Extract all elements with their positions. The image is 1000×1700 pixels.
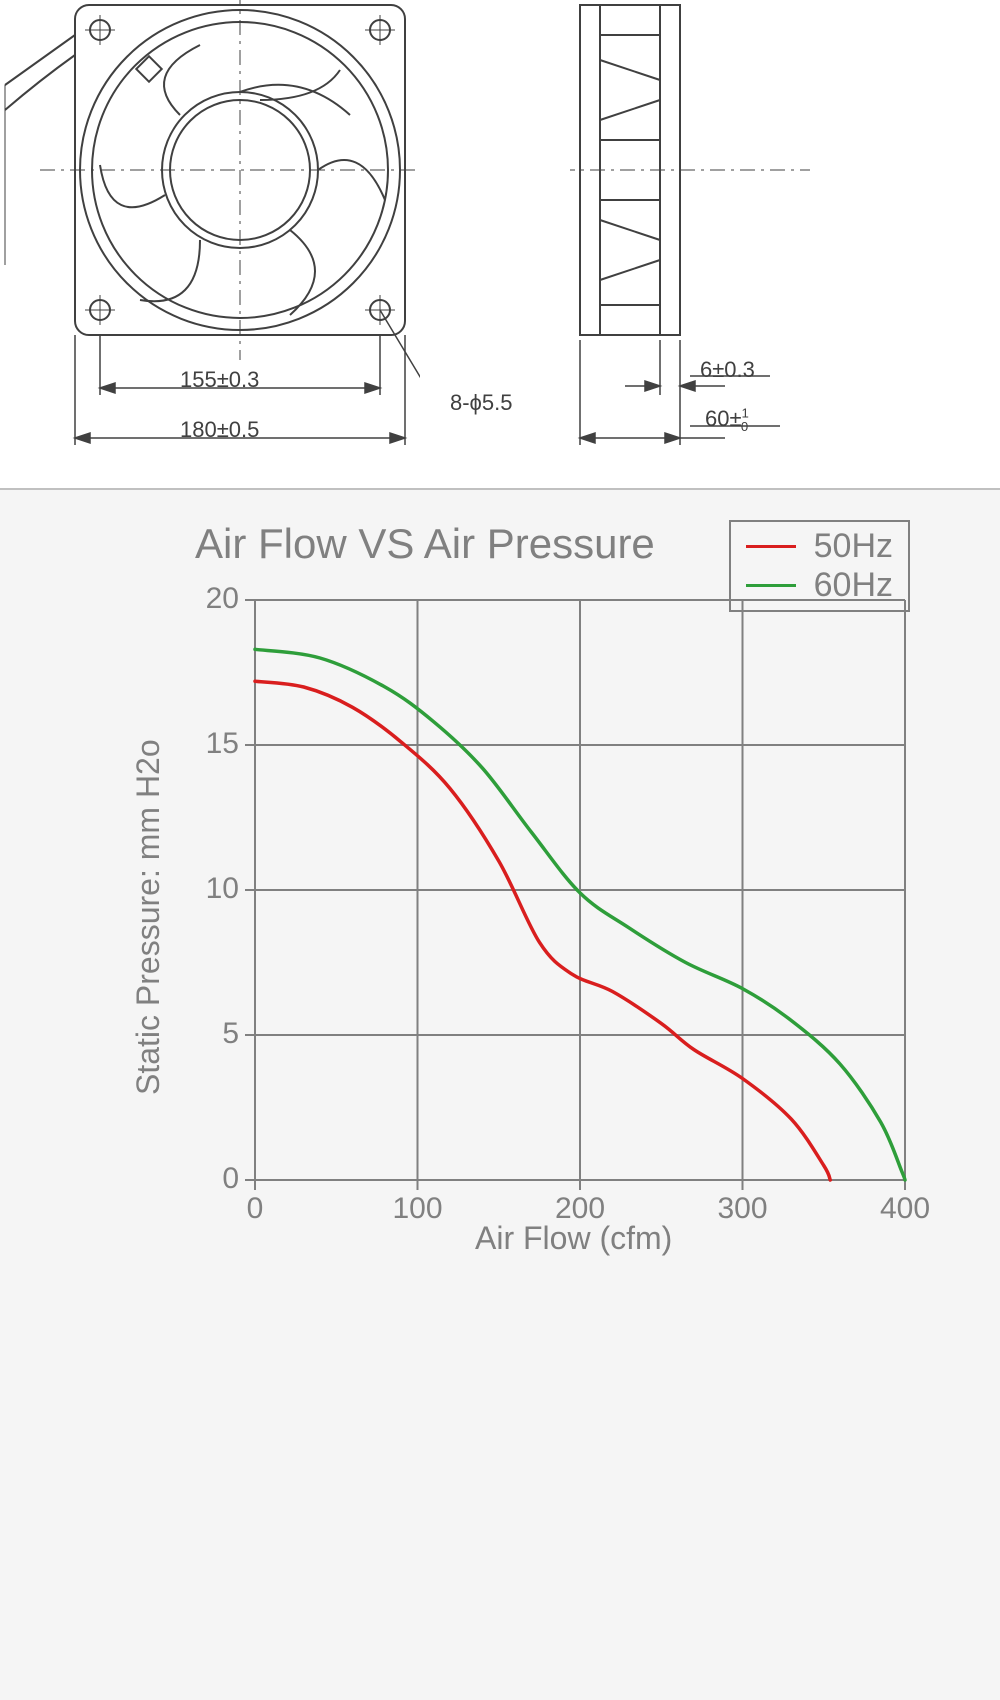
y-tick-label: 0 [179,1162,239,1196]
engineering-drawing-panel: 155±0.3 180±0.5 8-ϕ5.5 6±0.3 60±10 [0,0,1000,490]
y-tick-label: 10 [179,872,239,906]
x-tick-label: 100 [388,1192,448,1226]
chart-panel: Air Flow VS Air Pressure 50Hz 60Hz Stati… [0,490,1000,1700]
y-tick-label: 15 [179,727,239,761]
dim-width-outer: 180±0.5 [180,417,259,443]
fan-front-view [0,0,420,470]
dim-hole-callout: 8-ϕ5.5 [450,390,512,416]
dim-depth-small: 6±0.3 [700,357,755,383]
dim-width-inner: 155±0.3 [180,367,259,393]
y-tick-label: 5 [179,1017,239,1051]
x-tick-label: 400 [875,1192,935,1226]
y-tick-label: 20 [179,582,239,616]
dim-depth-total: 60±10 [705,406,748,432]
x-tick-label: 0 [225,1192,285,1226]
x-tick-label: 300 [713,1192,773,1226]
y-axis-title: Static Pressure: mm H2o [130,739,167,1095]
x-tick-label: 200 [550,1192,610,1226]
fan-side-view [570,0,1000,470]
